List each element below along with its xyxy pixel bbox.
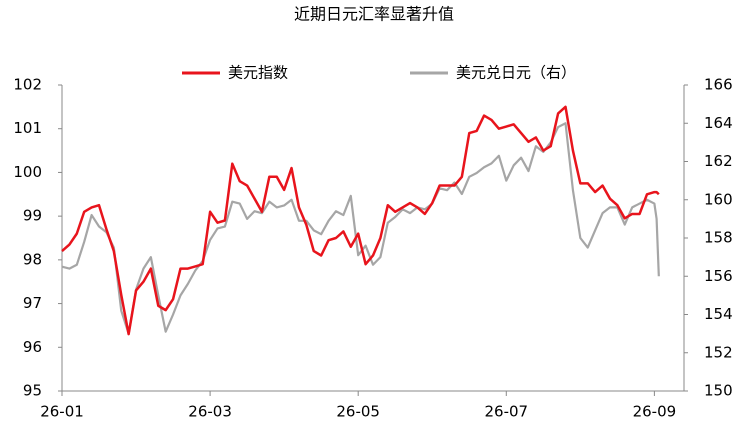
x-tick-label: 26-03 [188, 403, 232, 421]
y-tick-label: 101 [13, 119, 42, 137]
y2-tick-label: 150 [704, 382, 733, 400]
chart-title: 近期日元汇率显著升值 [294, 5, 454, 24]
y-tick-label: 98 [23, 250, 42, 268]
y-tick-label: 99 [23, 207, 42, 225]
legend-label: 美元兑日元（右） [456, 64, 576, 82]
y2-tick-label: 166 [704, 76, 733, 94]
x-tick-label: 26-01 [40, 403, 84, 421]
y-tick-label: 102 [13, 76, 42, 94]
y2-tick-label: 154 [704, 305, 733, 323]
x-tick-label: 26-07 [484, 403, 528, 421]
y-tick-label: 96 [23, 338, 42, 356]
legend-label: 美元指数 [228, 64, 288, 82]
x-tick-label: 26-09 [633, 403, 677, 421]
series-line [61, 122, 660, 335]
y-tick-label: 95 [23, 382, 42, 400]
y2-tick-label: 152 [704, 343, 733, 361]
y2-tick-label: 158 [704, 229, 733, 247]
y-tick-label: 100 [13, 163, 42, 181]
y2-tick-label: 164 [704, 114, 733, 132]
y-tick-label: 97 [23, 294, 42, 312]
y2-tick-label: 162 [704, 152, 733, 170]
y2-tick-label: 156 [704, 267, 733, 285]
series-line [61, 105, 660, 336]
x-tick-label: 26-05 [336, 403, 380, 421]
y2-tick-label: 160 [704, 190, 733, 208]
